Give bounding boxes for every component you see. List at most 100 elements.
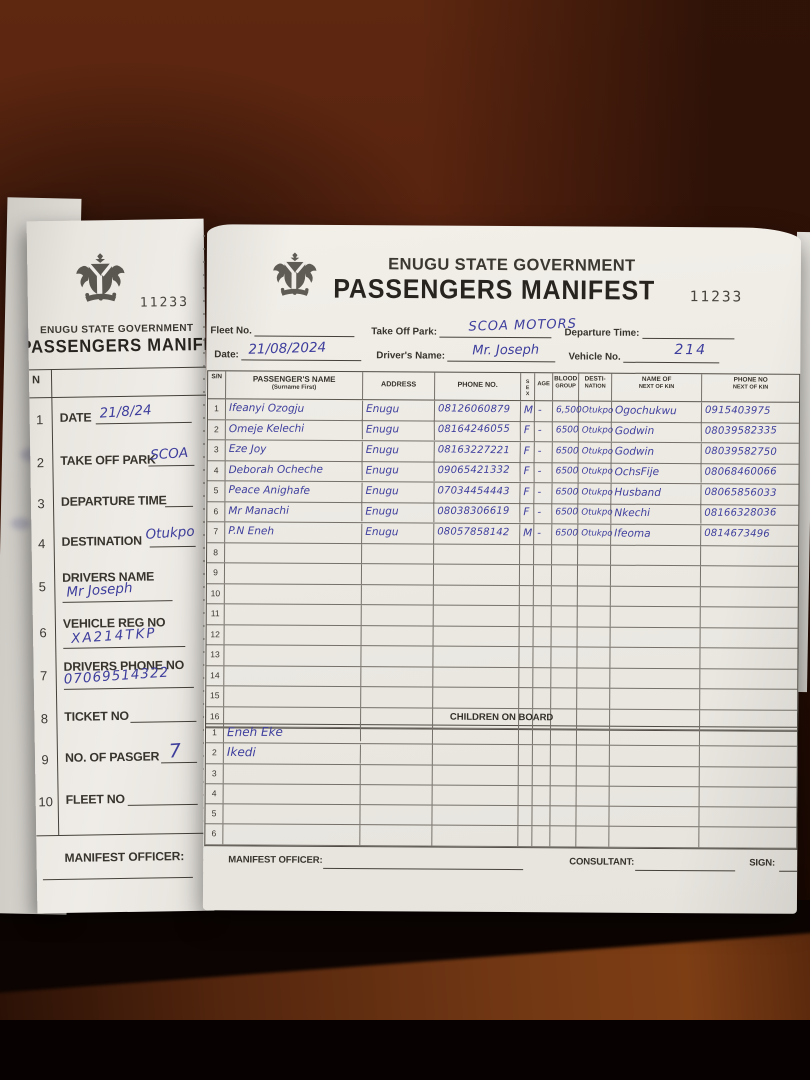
row-sn: 10 — [206, 583, 225, 604]
passenger-sex: F — [520, 502, 535, 523]
header-sex: SEX — [521, 373, 536, 401]
passenger-sex: F — [520, 461, 535, 482]
take-off-park-value: SCOA MOTORS — [468, 316, 578, 335]
header-passenger-name: PASSENGER'S NAME (Surname First) — [226, 371, 364, 400]
manifest-main-sheet: ENUGU STATE GOVERNMENT PASSENGERS MANIFE… — [202, 224, 802, 914]
passenger-destination: Otukpo — [578, 442, 613, 463]
passenger-destination: Otukpo — [578, 461, 613, 482]
fare-blood-group: 6500 — [552, 461, 579, 482]
stub-row-number: 10 — [38, 794, 54, 810]
fare-blood-group: 6,500 — [552, 401, 582, 422]
sign-label: SIGN: — [749, 857, 776, 869]
fare-blood-group: 6500 — [552, 524, 579, 545]
passenger-destination: Otukpo — [578, 502, 613, 523]
child-name: Eneh Eke — [223, 722, 362, 743]
stub-date-value: 21/8/24 — [99, 402, 153, 422]
child-row-6: 6 — [205, 824, 797, 849]
passenger-destination: Otukpo — [578, 483, 613, 504]
stub-destination-value: Otukpo — [145, 523, 196, 543]
next-of-kin-name: OchsFije — [611, 462, 702, 483]
sheet-government-title: ENUGU STATE GOVERNMENT — [388, 255, 636, 275]
passenger-address: Enugu — [362, 440, 435, 462]
row-sn: 14 — [206, 665, 225, 686]
header-next-of-kin: NAME OF NEXT OF KIN — [612, 373, 703, 402]
passenger-address: Enugu — [362, 419, 435, 440]
row-sn: 1 — [207, 399, 227, 419]
stub-departure-label: DEPARTURE TIME — [60, 493, 167, 509]
passenger-age: - — [534, 442, 553, 462]
date-label: Date: — [214, 349, 239, 361]
passenger-phone: 07034454443 — [434, 482, 521, 503]
stub-row-number: 1 — [35, 412, 44, 428]
passenger-sex: M — [520, 401, 536, 421]
header-kin-phone: PHONE NO NEXT OF KIN — [732, 376, 769, 391]
row-sn: 15 — [206, 686, 225, 706]
passenger-phone: 09065421332 — [434, 461, 521, 482]
stub-serial-number: 11233 — [139, 294, 190, 311]
passenger-name: Ifeanyi Ozogju — [225, 398, 364, 421]
row-sn: 8 — [207, 542, 226, 563]
stub-form-title: PASSENGERS MANIFEST — [26, 334, 215, 358]
header-phone: PHONE NO. — [435, 372, 522, 401]
passenger-age: - — [534, 502, 553, 523]
passenger-name: Deborah Ocheche — [225, 459, 363, 481]
passenger-address: Enugu — [362, 399, 436, 421]
stub-passenger-count-value: 7 — [168, 739, 182, 763]
passenger-sex: F — [520, 483, 535, 503]
passenger-address: Enugu — [362, 460, 435, 481]
passenger-name: Omeje Kelechi — [225, 418, 363, 440]
stub-row-number: 8 — [40, 711, 49, 727]
passenger-age: - — [534, 524, 553, 544]
next-of-kin-name: Nkechi — [611, 503, 702, 524]
header-age: AGE — [535, 373, 554, 401]
header-address: ADDRESS — [363, 372, 436, 400]
passenger-name: P.N Eneh — [225, 521, 363, 544]
passenger-name: Peace Anighafe — [225, 480, 363, 503]
sheet-serial-number: 11233 — [689, 289, 744, 306]
row-sn: 12 — [206, 624, 225, 645]
stub-driver-value: Mr Joseph — [65, 580, 134, 601]
fare-blood-group: 6500 — [552, 483, 579, 504]
passenger-name: Mr Manachi — [225, 500, 363, 522]
stub-fleet-label: FLEET NO — [65, 791, 125, 807]
driver-name-value: Mr. Joseph — [472, 342, 540, 359]
row-sn: 3 — [207, 440, 226, 460]
stub-row-number: 3 — [37, 496, 45, 512]
stub-row-number: 2 — [36, 455, 45, 471]
next-of-kin-name: Godwin — [611, 442, 702, 464]
row-sn: 6 — [207, 501, 226, 522]
passenger-sex: M — [520, 524, 535, 544]
row-sn: 1 — [205, 723, 225, 743]
fare-blood-group: 6500 — [552, 442, 579, 463]
row-sn: 7 — [207, 522, 226, 542]
stub-passenger-count-label: NO. OF PASGER — [64, 749, 160, 765]
stub-row-number: 6 — [39, 625, 47, 641]
next-of-kin-name: Godwin — [611, 421, 702, 442]
child-name: Ikedi — [223, 743, 361, 765]
desk-dark-edge — [0, 1020, 810, 1080]
passenger-phone: 08057858142 — [434, 523, 521, 544]
header-sn: S/N — [208, 371, 227, 399]
sheet-form-title: PASSENGERS MANIFEST — [333, 273, 656, 307]
stub-park-label: TAKE OFF PARK — [60, 452, 156, 468]
passenger-sex: F — [520, 420, 535, 441]
fleet-no-line — [254, 324, 355, 338]
passenger-name: Eze Joy — [225, 439, 363, 462]
stub-row-number: 5 — [38, 579, 47, 595]
next-of-kin-name: Husband — [611, 483, 702, 505]
departure-time-line — [642, 326, 735, 340]
driver-name-label: Driver's Name: — [376, 350, 446, 362]
next-of-kin-name: Ogochukwu — [611, 401, 703, 423]
stub-row-number: 9 — [41, 752, 49, 768]
fare-blood-group: 6500 — [552, 420, 579, 441]
passenger-sex: F — [520, 442, 535, 462]
row-sn: 9 — [206, 563, 226, 583]
next-of-kin-phone: 08166328036 — [704, 506, 777, 519]
counterfoil-stub: 11233 ENUGU STATE GOVERNMENT PASSENGERS … — [26, 218, 215, 914]
children-table: 1 Eneh Eke 2 Ikedi 3 4 5 6 — [204, 722, 799, 850]
passenger-age: - — [534, 483, 553, 503]
stub-park-value: SCOA — [149, 444, 189, 464]
consultant-label: CONSULTANT: — [569, 856, 635, 868]
take-off-park-label: Take Off Park: — [371, 326, 438, 338]
